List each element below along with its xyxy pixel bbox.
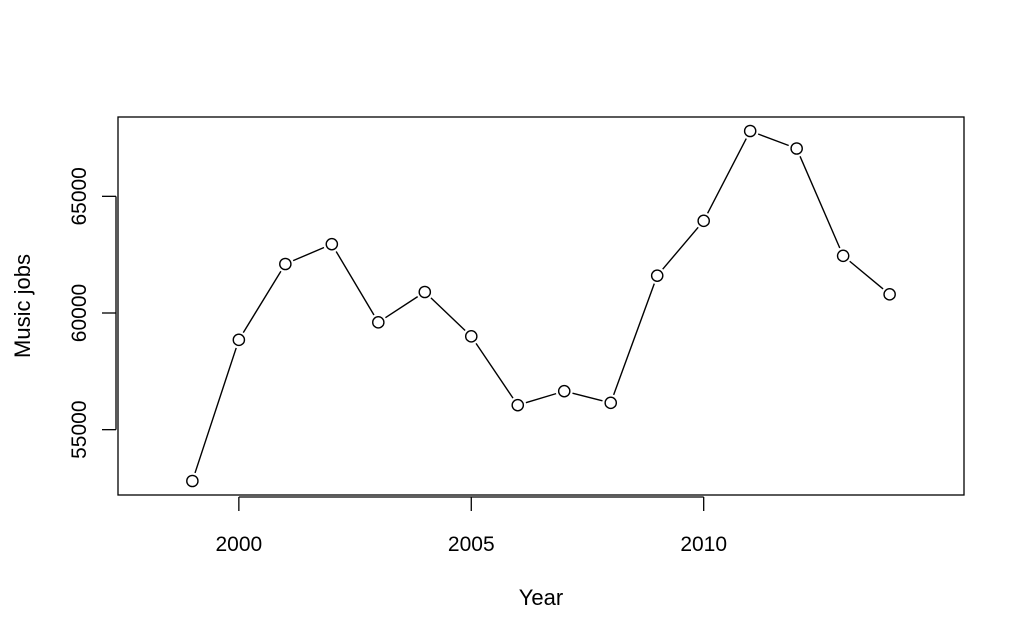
- y-tick-label: 55000: [68, 400, 91, 458]
- data-point: [650, 269, 664, 282]
- data-point: [743, 124, 757, 138]
- y-axis-label: Music jobs: [10, 254, 35, 358]
- series-line-segment: [242, 270, 282, 333]
- series-line-segment: [706, 138, 747, 214]
- plot-frame: [117, 116, 965, 496]
- data-point: [232, 333, 246, 347]
- x-axis: 2000 2005 2010: [215, 496, 727, 556]
- data-point: [279, 257, 292, 271]
- data-point: [186, 474, 199, 488]
- series-layer: [186, 124, 896, 488]
- series-line-segment: [385, 296, 419, 319]
- data-point: [464, 330, 478, 343]
- series-line-segment: [757, 133, 789, 147]
- series-line-segment: [525, 392, 557, 404]
- data-point: [372, 316, 385, 329]
- y-axis: 55000 60000 65000: [68, 167, 117, 459]
- series-line-segment: [799, 156, 841, 249]
- data-point: [557, 384, 571, 398]
- y-tick-label: 65000: [68, 167, 91, 225]
- data-point: [511, 398, 525, 412]
- series-line-segment: [194, 347, 237, 474]
- series-line-segment: [849, 260, 884, 290]
- series-line-segment: [475, 342, 514, 399]
- x-axis-label: Year: [519, 585, 563, 610]
- data-point: [790, 142, 803, 155]
- data-point: [604, 396, 618, 410]
- series-line-segment: [662, 226, 699, 270]
- x-tick-label: 2010: [680, 533, 727, 556]
- series-line-segment: [292, 246, 325, 262]
- data-point: [325, 237, 339, 251]
- y-tick-label: 60000: [68, 284, 91, 342]
- data-point: [836, 249, 850, 263]
- x-tick-label: 2005: [448, 533, 495, 556]
- series-line-segment: [430, 297, 466, 331]
- data-point: [883, 288, 896, 301]
- x-tick-label: 2000: [215, 533, 262, 556]
- data-point: [697, 214, 710, 228]
- series-line-segment: [572, 392, 603, 402]
- series-line-segment: [335, 251, 375, 316]
- data-point: [418, 285, 432, 299]
- series-line-segment: [612, 283, 655, 396]
